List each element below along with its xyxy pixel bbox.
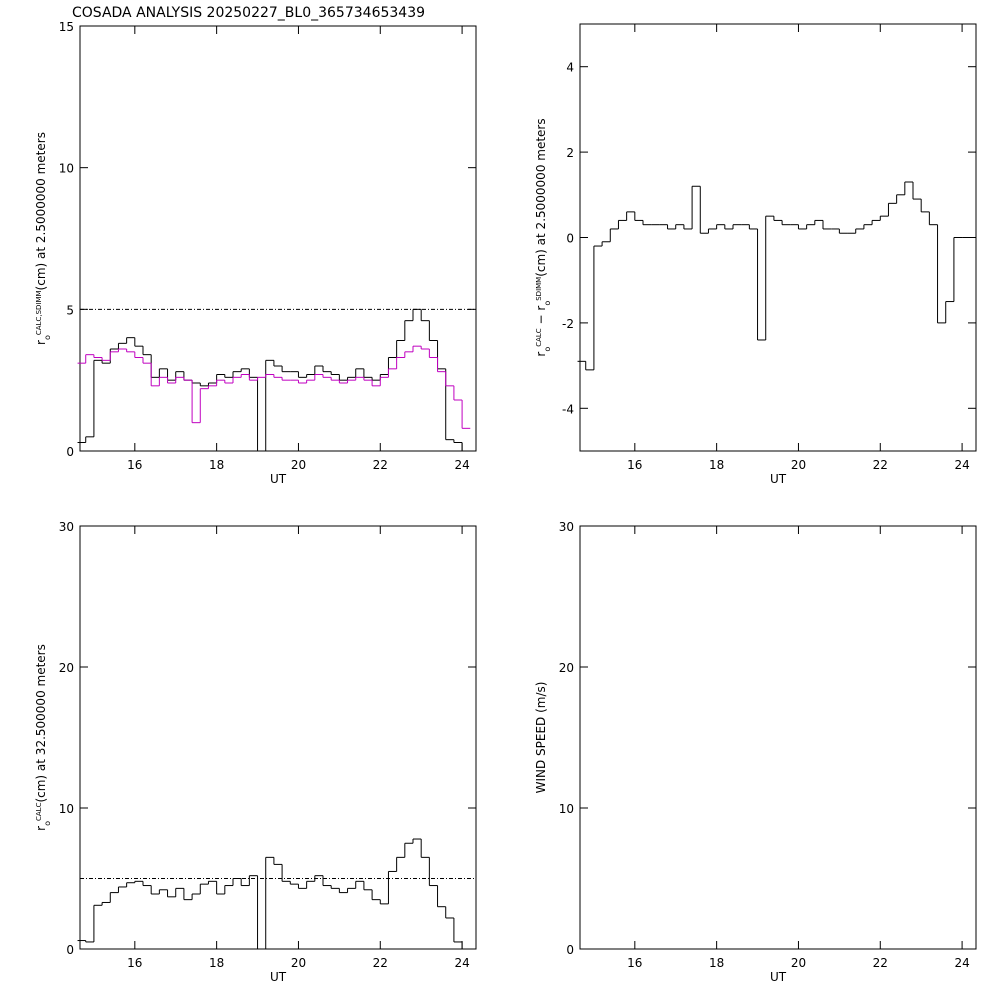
x-tick-label: 16: [127, 458, 142, 472]
x-axis-label: UT: [270, 472, 287, 486]
y-tick-label: 0: [566, 232, 574, 246]
y-tick-label: 30: [59, 520, 74, 534]
y-tick-label: 15: [59, 20, 74, 34]
y-tick-label: 0: [566, 943, 574, 957]
y-tick-label: 10: [559, 802, 574, 816]
step-series: [77, 308, 471, 452]
y-label-part: o: [43, 335, 52, 340]
x-tick-label: 18: [709, 956, 724, 970]
x-tick-label: 22: [373, 458, 388, 472]
x-tick-label: 20: [291, 956, 306, 970]
y-tick-label: 5: [66, 303, 74, 317]
x-tick-label: 24: [954, 956, 969, 970]
x-axis-label: UT: [770, 970, 787, 984]
y-label-part: r: [534, 352, 548, 357]
y-label-part: CALC,SDIMM: [35, 290, 43, 335]
x-tick-label: 24: [454, 458, 469, 472]
plot-frame: [79, 25, 477, 452]
y-tick-label: 20: [59, 661, 74, 675]
y-axis-label: roCALC,SDIMM(cm) at 2.5000000 meters: [34, 132, 52, 345]
y-label-part: CALC: [35, 802, 43, 821]
y-label-part: r: [34, 826, 48, 831]
step-series: [77, 838, 471, 950]
y-tick-label: 30: [559, 520, 574, 534]
y-axis-label: roCALC − roSDIMM(cm) at 2.5000000 meters: [534, 118, 552, 356]
y-label-part: SDIMM: [535, 277, 543, 301]
x-axis-label: UT: [270, 970, 287, 984]
y-tick-label: -2: [562, 317, 574, 331]
y-label-part: o: [543, 301, 552, 306]
x-tick-label: 24: [954, 458, 969, 472]
y-label-part: WIND SPEED (m/s): [534, 682, 548, 794]
plot-frame: [579, 525, 977, 950]
y-label-part: o: [43, 821, 52, 826]
y-tick-label: 4: [566, 61, 574, 75]
y-label-part: (cm) at 2.5000000 meters: [34, 132, 48, 290]
plot-frame: [579, 23, 977, 452]
x-tick-label: 22: [873, 458, 888, 472]
x-tick-label: 24: [454, 956, 469, 970]
y-tick-label: 0: [66, 943, 74, 957]
step-series: [577, 181, 971, 371]
x-tick-label: 16: [627, 956, 642, 970]
x-tick-label: 18: [709, 458, 724, 472]
y-axis-label: roCALC(cm) at 32.500000 meters: [34, 644, 52, 831]
x-tick-label: 18: [209, 458, 224, 472]
x-tick-label: 22: [373, 956, 388, 970]
y-label-part: − r: [534, 306, 548, 329]
x-tick-label: 20: [291, 458, 306, 472]
y-tick-label: -4: [562, 402, 574, 416]
x-tick-label: 20: [791, 458, 806, 472]
y-axis-label: WIND SPEED (m/s): [534, 682, 548, 794]
chart-title: COSADA ANALYSIS 20250227_BL0_36573465343…: [72, 5, 425, 21]
y-tick-label: 0: [66, 445, 74, 459]
y-tick-label: 2: [566, 146, 574, 160]
x-tick-label: 16: [627, 458, 642, 472]
x-axis-label: UT: [770, 472, 787, 486]
y-label-part: r: [34, 340, 48, 345]
x-tick-label: 22: [873, 956, 888, 970]
x-tick-label: 20: [791, 956, 806, 970]
x-tick-label: 18: [209, 956, 224, 970]
y-label-part: CALC: [535, 328, 543, 347]
plot-frame: [79, 525, 477, 950]
step-series: [77, 345, 471, 429]
y-label-part: (cm) at 2.5000000 meters: [534, 118, 548, 276]
y-tick-label: 10: [59, 162, 74, 176]
y-tick-label: 10: [59, 802, 74, 816]
x-tick-label: 16: [127, 956, 142, 970]
y-label-part: (cm) at 32.500000 meters: [34, 644, 48, 802]
y-label-part: o: [543, 347, 552, 352]
y-tick-label: 20: [559, 661, 574, 675]
